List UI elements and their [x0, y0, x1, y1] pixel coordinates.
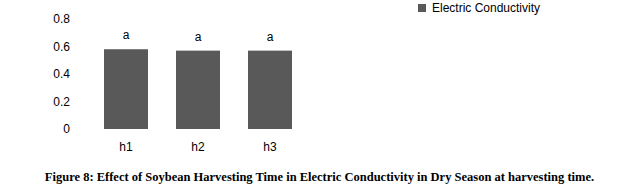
legend-label: Electric Conductivity [432, 1, 540, 15]
bar [104, 49, 148, 129]
y-tick-label: 0.4 [53, 67, 70, 81]
y-tick-label: 0.6 [53, 40, 70, 54]
title: Figure 8: Effect of Soybean Harvesting T… [45, 170, 594, 184]
annotation: a [267, 30, 274, 44]
x-tick-label: h3 [263, 140, 277, 154]
bar [248, 51, 292, 129]
chart-container: 0 0.2 0.4 0.6 0.8 a a a h1 h2 h3 Electric Conductiv… [0, 0, 639, 191]
x-tick-label: h2 [191, 140, 205, 154]
y-tick-label: 0.2 [53, 95, 70, 109]
chart-svg: 0 0.2 0.4 0.6 0.8 a a a h1 h2 h3 Electric Conductiv… [0, 0, 639, 191]
legend-swatch [418, 4, 426, 12]
annotation: a [123, 28, 130, 42]
annotation: a [195, 30, 202, 44]
x-tick-label: h1 [119, 140, 133, 154]
bars [104, 49, 292, 129]
bar [176, 51, 220, 129]
y-tick-label: 0 [63, 122, 70, 136]
y-tick-label: 0.8 [53, 12, 70, 26]
